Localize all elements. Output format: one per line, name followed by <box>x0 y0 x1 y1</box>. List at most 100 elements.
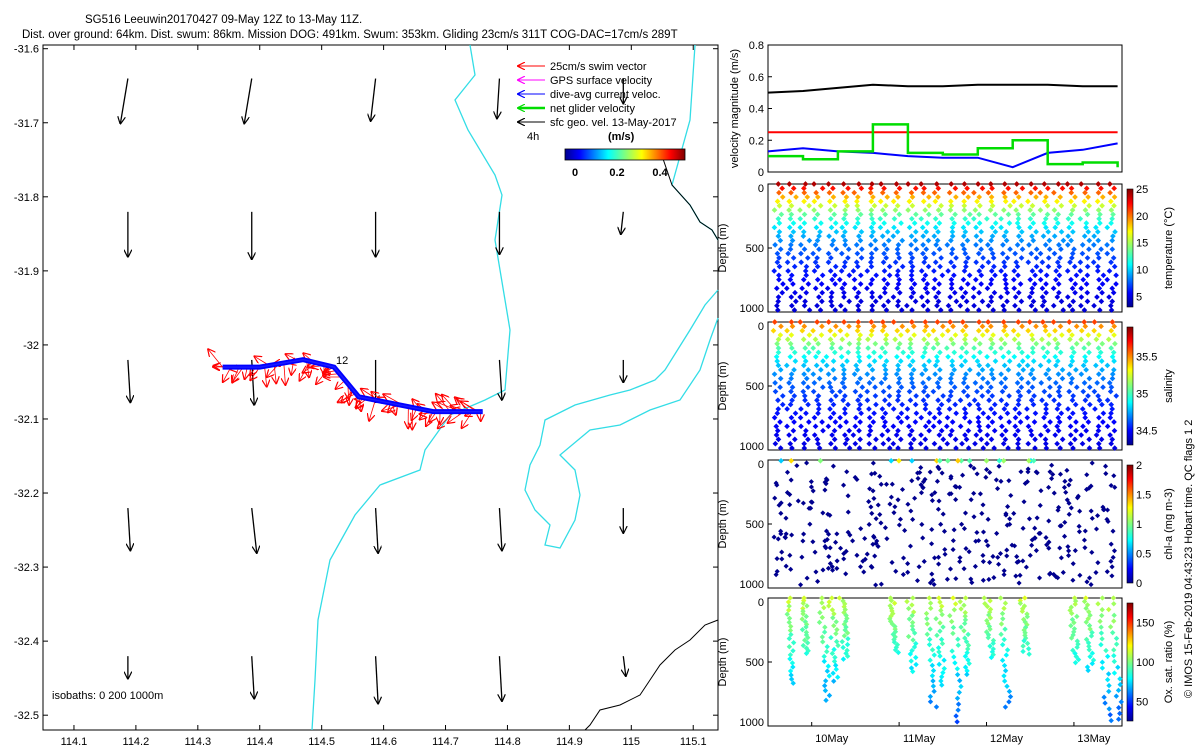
salinity-point <box>1107 388 1114 395</box>
salinity-point <box>926 410 933 417</box>
chlorophyll-point <box>1009 542 1015 548</box>
temperature-point <box>1054 198 1060 205</box>
salinity-point <box>1108 410 1114 417</box>
salinity-point <box>841 384 848 391</box>
temperature-point <box>1030 220 1037 226</box>
salinity-point <box>837 345 844 351</box>
map-ytick-label: -32 <box>23 340 39 352</box>
temperature-point <box>800 228 807 235</box>
temperature-point <box>1065 215 1072 222</box>
oxygen-point <box>1002 626 1008 632</box>
temperature-point <box>911 220 918 226</box>
salinity-point <box>866 432 872 438</box>
temperature-point <box>774 250 781 257</box>
oxygen-point <box>909 623 916 629</box>
temperature-point <box>1104 276 1111 283</box>
salinity-point <box>844 358 850 364</box>
chlorophyll-point <box>1051 490 1057 496</box>
salinity-point <box>775 436 782 443</box>
salinity-point <box>1043 401 1049 408</box>
temperature-point <box>1071 246 1077 253</box>
temperature-point <box>1077 215 1084 222</box>
temperature-point <box>828 298 834 305</box>
salinity-point <box>922 366 929 373</box>
oxygen-point <box>1074 644 1080 650</box>
salinity-point <box>871 349 877 356</box>
salinity-point <box>932 371 938 377</box>
temperature-point <box>1004 289 1011 296</box>
oxygen-point <box>927 636 933 643</box>
salinity-point <box>1095 371 1102 377</box>
chlorophyll-point <box>1110 528 1116 534</box>
salinity-point <box>805 436 811 443</box>
temperature-point <box>870 220 877 226</box>
temperature-point <box>964 237 971 244</box>
temperature-point <box>965 220 971 226</box>
salinity-point <box>894 353 900 360</box>
temperature-point <box>973 242 979 248</box>
salinity-point <box>800 388 807 395</box>
salinity-point <box>1055 414 1062 421</box>
temperature-point <box>988 298 995 305</box>
temperature-point <box>985 259 992 266</box>
temperature-point <box>938 211 945 218</box>
temperature-point <box>931 189 938 196</box>
oxygen-point <box>821 658 827 665</box>
salinity-point <box>975 414 982 421</box>
temperature-point <box>918 268 925 274</box>
salinity-point <box>1065 406 1071 412</box>
temperature-point <box>1093 224 1099 231</box>
oxygen-point <box>909 602 915 608</box>
temperature-point <box>961 202 968 209</box>
oxygen-point <box>829 650 836 657</box>
salinity-point <box>789 384 796 391</box>
salinity-point <box>1002 436 1009 443</box>
chlorophyll-point <box>1076 529 1082 535</box>
oxygen-point <box>962 613 968 619</box>
salinity-point <box>895 366 902 373</box>
temperature-point <box>1082 189 1088 196</box>
salinity-point <box>819 384 826 391</box>
chlorophyll-point <box>1084 472 1090 478</box>
chlorophyll-point <box>927 580 933 586</box>
chlorophyll-point <box>815 578 821 584</box>
oxygen-point <box>822 624 828 630</box>
temperature-point <box>779 185 785 192</box>
salinity-point <box>950 340 956 347</box>
salinity-point <box>886 393 893 399</box>
salinity-point <box>895 345 901 351</box>
salinity-point <box>869 327 875 334</box>
oxygen-point <box>905 633 912 640</box>
oxygen-point <box>1019 608 1026 615</box>
oxygen-point <box>952 601 959 607</box>
temperature-point <box>931 268 937 274</box>
chlorophyll-point <box>779 556 785 562</box>
temperature-point <box>898 220 904 226</box>
temperature-point <box>1095 181 1102 187</box>
oxygen-point <box>1068 623 1074 629</box>
oxygen-point <box>819 595 825 601</box>
chlorophyll-point <box>1026 457 1032 464</box>
salinity-point <box>1113 393 1120 399</box>
salinity-point <box>777 445 784 451</box>
salinity-point <box>1066 327 1072 334</box>
temperature-point <box>933 181 940 187</box>
salinity-point <box>831 375 838 382</box>
salinity-point <box>960 380 967 386</box>
chlorophyll-point <box>935 506 941 512</box>
salinity-point <box>1037 432 1044 438</box>
salinity-point <box>805 401 811 408</box>
temperature-point <box>832 281 838 287</box>
salinity-point <box>898 332 904 338</box>
salinity-point <box>855 349 861 356</box>
salinity-point <box>991 410 998 417</box>
oxygen-point <box>804 640 811 646</box>
temperature-point <box>771 268 778 274</box>
temperature-point <box>1058 202 1065 209</box>
temperature-point <box>975 181 981 187</box>
temperature-point <box>829 302 835 309</box>
salinity-point <box>773 432 780 438</box>
temperature-point <box>948 259 954 266</box>
salinity-data-points <box>770 319 1120 451</box>
temperature-point <box>892 207 899 213</box>
